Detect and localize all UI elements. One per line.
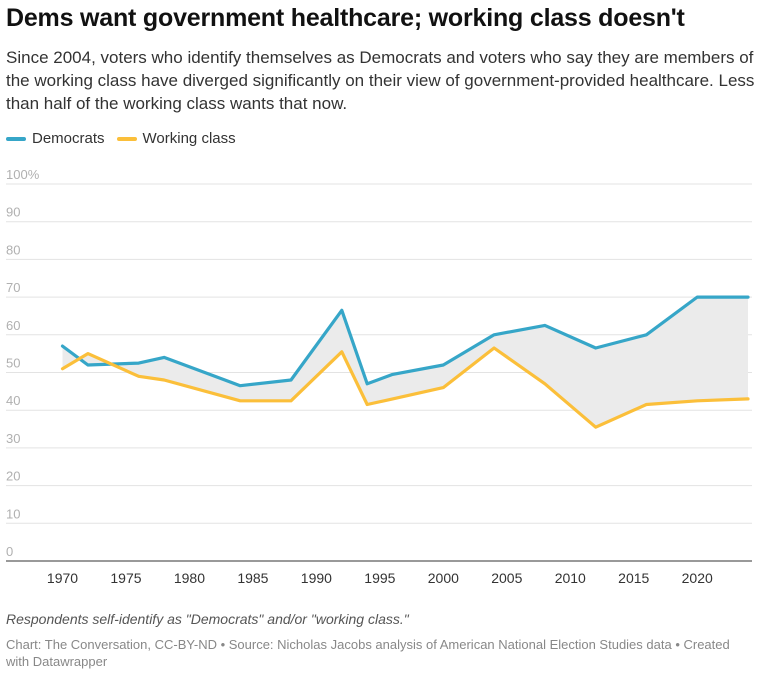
x-tick-label: 1980: [174, 570, 205, 586]
democrats-line: [60, 295, 750, 388]
x-tick-label: 2010: [555, 570, 586, 586]
chart-legend: Democrats Working class: [6, 130, 248, 147]
chart-credits: Chart: The Conversation, CC-BY-ND • Sour…: [6, 637, 730, 669]
legend-label-democrats: Democrats: [32, 130, 105, 147]
x-tick-label: 1995: [364, 570, 395, 586]
y-tick-label: 40: [6, 393, 20, 408]
y-tick-label: 90: [6, 205, 20, 220]
x-tick-label: 2000: [428, 570, 459, 586]
working-class-line: [60, 346, 750, 429]
y-tick-label: 30: [6, 431, 20, 446]
x-tick-label: 1990: [301, 570, 332, 586]
chart-subtitle: Since 2004, voters who identify themselv…: [6, 48, 755, 113]
legend-swatch-working-class: [116, 136, 137, 141]
x-tick-label: 1985: [237, 570, 268, 586]
x-tick-label: 1975: [110, 570, 141, 586]
x-tick-label: 2015: [618, 570, 649, 586]
line-chart: 0 10 20 30 40 50 60 70 80 90 100% 1970 1975 1980 1985 1…: [6, 167, 752, 586]
y-tick-label: 50: [6, 356, 20, 371]
x-tick-label: 2005: [491, 570, 522, 586]
y-tick-label: 0: [6, 544, 13, 559]
x-tick-label: 1970: [47, 570, 78, 586]
y-tick-label: 20: [6, 469, 20, 484]
x-tick-label: 2020: [682, 570, 713, 586]
legend-item-working-class: Working class: [116, 130, 236, 147]
gap-area: [62, 297, 748, 428]
y-tick-label: 70: [6, 280, 20, 295]
chart-note: Respondents self-identify as "Democrats"…: [6, 611, 409, 627]
legend-label-working-class: Working class: [142, 130, 236, 147]
y-tick-label: 80: [6, 242, 20, 257]
y-tick-label: 60: [6, 318, 20, 333]
legend-swatch-democrats: [6, 136, 26, 141]
y-tick-label: 100%: [6, 167, 40, 182]
chart-title: Dems want government healthcare; working…: [6, 4, 685, 32]
y-tick-label: 10: [6, 506, 20, 521]
legend-item-democrats: Democrats: [6, 130, 105, 147]
